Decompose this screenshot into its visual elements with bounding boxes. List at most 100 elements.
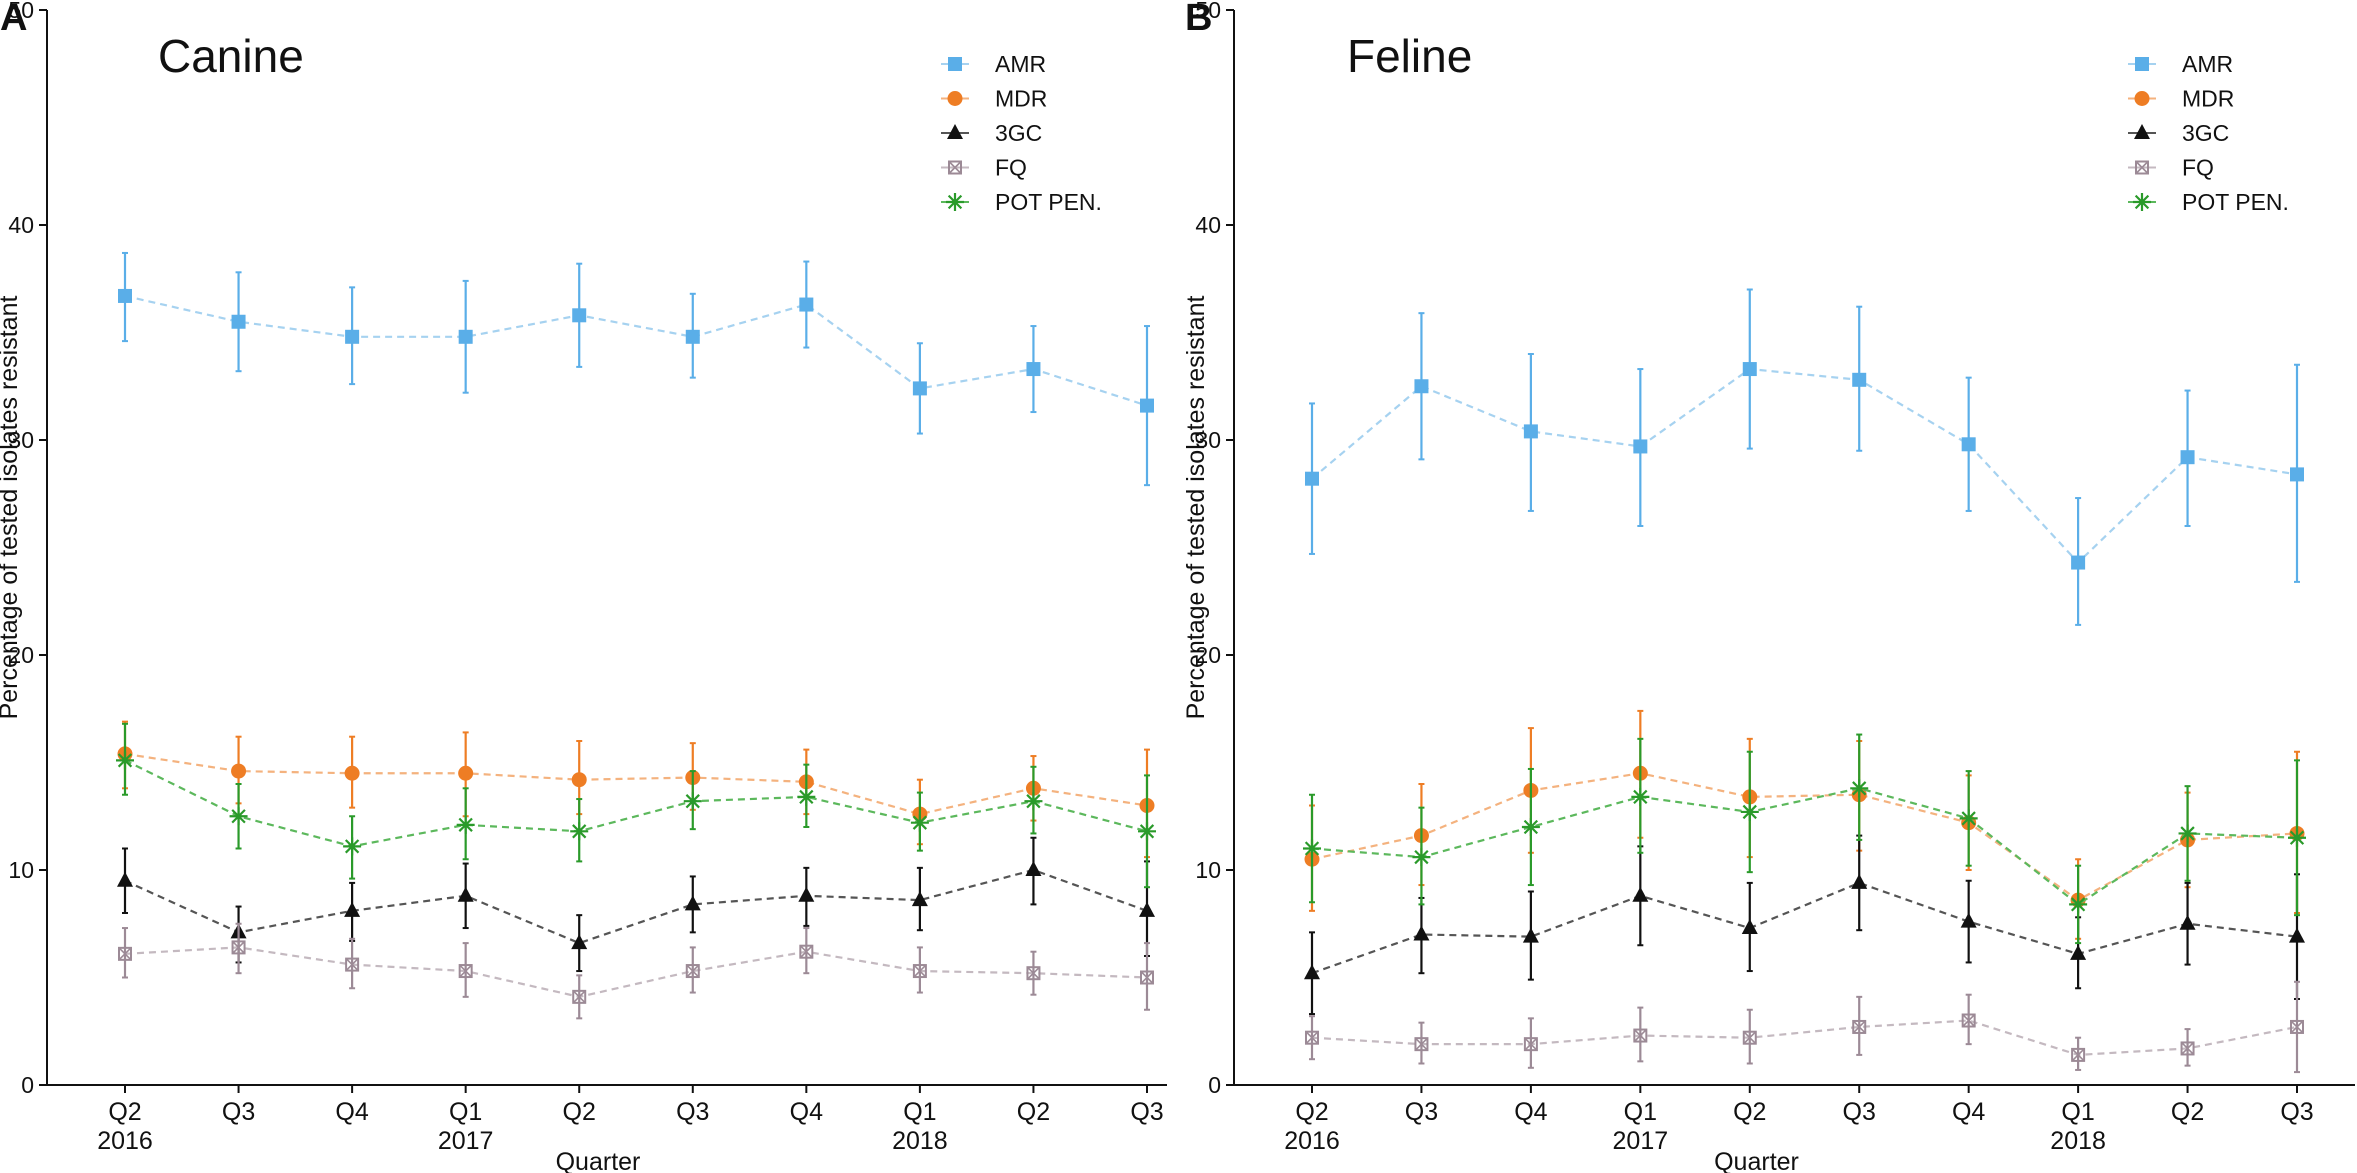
data-point: [572, 989, 587, 1004]
series-line: [124, 294, 1148, 407]
x-tick-label: Q3: [1843, 1098, 1876, 1126]
y-axis-title: Percentage of tested isolates resistant: [1182, 296, 1210, 720]
legend-marker: [2134, 124, 2150, 139]
data-point: [2071, 1047, 2086, 1062]
data-point: [570, 822, 589, 841]
legend-marker: [948, 160, 962, 175]
series-pot-pen-: [116, 722, 1156, 889]
data-point: [1631, 787, 1650, 806]
x-tick-label: Q2: [1017, 1098, 1050, 1126]
y-tick-label: 50: [1195, 0, 1221, 23]
data-point: [684, 895, 701, 911]
data-point: [458, 329, 473, 344]
legend-marker: [2135, 160, 2149, 175]
x-tick-label: Q2: [563, 1098, 596, 1126]
series-line: [1311, 1019, 2298, 1057]
x-tick-label: Q2: [1295, 1098, 1328, 1126]
data-point: [911, 891, 928, 907]
legend-label: 3GC: [2182, 120, 2229, 146]
data-point: [2178, 824, 2197, 843]
x-tick-label: Q1: [2061, 1098, 2094, 1126]
data-point: [1412, 848, 1431, 867]
x-tick-label: Q3: [1130, 1098, 1163, 1126]
data-point: [345, 957, 360, 972]
x-tick-label: Q3: [222, 1098, 255, 1126]
panel-letter: B: [1185, 0, 1212, 39]
data-point: [1305, 471, 1319, 486]
data-point: [343, 837, 362, 856]
legend-marker: [947, 91, 963, 106]
x-tick-year-label: 2017: [438, 1127, 494, 1155]
y-axis-title: Percentage of tested isolates resistant: [0, 296, 23, 720]
data-point: [1025, 861, 1042, 876]
x-tick-label: Q4: [1514, 1098, 1547, 1126]
data-point: [685, 329, 700, 344]
panel-letter: A: [0, 0, 27, 39]
data-point: [2071, 555, 2086, 570]
data-point: [2180, 1041, 2195, 1056]
x-tick-label: Q4: [335, 1098, 368, 1126]
legend-label: FQ: [995, 155, 1027, 181]
y-tick-label: 0: [21, 1072, 34, 1098]
data-point: [1633, 439, 1648, 454]
series-3gc: [1304, 834, 2305, 1016]
data-point: [1304, 964, 1320, 980]
data-point: [1632, 886, 1649, 902]
y-tick-label: 40: [1195, 212, 1221, 238]
x-tick-label: Q3: [1405, 1098, 1438, 1126]
legend-label: POT PEN.: [995, 189, 1102, 215]
data-point: [1138, 822, 1156, 841]
series-mdr: [1304, 709, 2305, 940]
data-point: [2180, 450, 2195, 465]
data-point: [116, 751, 134, 770]
data-point: [1305, 1030, 1319, 1045]
x-tick-label: Q2: [108, 1098, 141, 1126]
y-tick-label: 40: [8, 212, 34, 238]
data-point: [117, 871, 133, 887]
x-tick-label: Q3: [2280, 1098, 2313, 1126]
series-mdr: [117, 720, 1155, 859]
x-tick-year-label: 2018: [2050, 1127, 2106, 1155]
data-point: [572, 308, 587, 323]
data-point: [231, 940, 246, 955]
series-3gc: [117, 836, 1155, 973]
legend-marker: [2135, 57, 2149, 71]
data-point: [2288, 828, 2306, 847]
data-point: [912, 381, 927, 396]
series-line: [1311, 772, 2298, 902]
data-point: [229, 807, 248, 826]
legend-marker: [948, 57, 962, 71]
data-point: [231, 314, 246, 329]
series-line: [1311, 881, 2298, 975]
data-point: [458, 964, 473, 979]
legend-marker: [947, 124, 963, 139]
y-tick-label: 30: [8, 427, 34, 453]
data-point: [1851, 873, 1868, 889]
data-point: [1139, 901, 1155, 917]
data-point: [1414, 379, 1429, 394]
data-point: [1959, 809, 1978, 828]
data-point: [685, 964, 700, 979]
y-tick-label: 20: [8, 642, 34, 668]
legend-marker: [946, 193, 964, 211]
data-point: [1850, 779, 1869, 798]
data-point: [571, 772, 587, 788]
data-point: [1521, 818, 1540, 836]
x-tick-label: Q1: [1624, 1098, 1657, 1126]
data-point: [1961, 437, 1976, 452]
legend-label: POT PEN.: [2182, 189, 2289, 215]
data-point: [1522, 927, 1539, 943]
series-amr: [1305, 288, 2304, 626]
x-tick-label: Q2: [1733, 1098, 1766, 1126]
series-line: [124, 946, 1148, 998]
legend: AMR MDR 3GC FQ POT PEN.: [941, 51, 1102, 215]
legend-label: AMR: [2182, 51, 2233, 77]
series-line: [1311, 787, 2298, 906]
series-line: [124, 752, 1148, 816]
x-tick-year-label: 2017: [1613, 1127, 1669, 1155]
legend: AMR MDR 3GC FQ POT PEN.: [2128, 51, 2289, 215]
x-tick-label: Q2: [2171, 1098, 2204, 1126]
y-tick-label: 50: [8, 0, 34, 23]
x-tick-label: Q4: [790, 1098, 823, 1126]
